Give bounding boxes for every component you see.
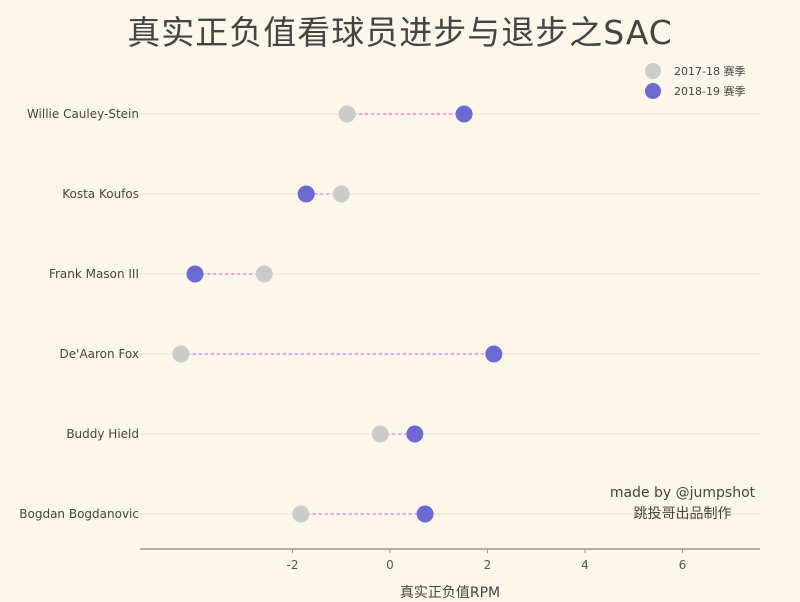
point-2017-18[interactable]: [332, 185, 350, 203]
point-2018-19[interactable]: [297, 185, 315, 203]
point-2017-18[interactable]: [255, 265, 273, 283]
x-tick-label: 0: [386, 558, 394, 572]
point-2018-19[interactable]: [186, 265, 204, 283]
x-tick-label: 4: [581, 558, 589, 572]
y-axis-label: Frank Mason III: [48, 267, 139, 281]
y-axis-label: Buddy Hield: [66, 427, 139, 441]
legend-item-2018-19[interactable]: 2018-19 赛季: [645, 81, 745, 101]
credit-line1: made by @jumpshot: [609, 485, 756, 501]
point-2017-18[interactable]: [371, 425, 389, 443]
legend-item-2017-18[interactable]: 2017-18 赛季: [645, 61, 745, 81]
point-2018-19[interactable]: [416, 505, 434, 523]
y-axis-label: Willie Cauley-Stein: [26, 107, 139, 121]
credit-line2: 跳投哥出品制作: [633, 506, 732, 522]
purple-dot-icon: [645, 83, 661, 99]
chart-title: 真实正负值看球员进步与退步之SAC: [127, 13, 673, 52]
x-tick-label: 6: [678, 558, 687, 572]
point-2017-18[interactable]: [172, 345, 190, 363]
point-2018-19[interactable]: [406, 425, 424, 443]
y-axis-label: Kosta Koufos: [62, 187, 139, 201]
credit: made by @jumpshot 跳投哥出品制作: [600, 483, 765, 525]
x-tick-label: 2: [483, 558, 492, 572]
y-axis-label: De'Aaron Fox: [59, 347, 139, 361]
x-axis-title: 真实正负值RPM: [399, 585, 501, 601]
legend-label: 2018-19 赛季: [674, 85, 746, 98]
point-2018-19[interactable]: [455, 105, 473, 123]
gray-dot-icon: [645, 63, 661, 79]
legend: 2017-18 赛季 2018-19 赛季: [645, 61, 745, 101]
point-2017-18[interactable]: [292, 505, 310, 523]
y-axis-label: Bogdan Bogdanovic: [19, 507, 139, 521]
point-2018-19[interactable]: [485, 345, 503, 363]
legend-label: 2017-18 赛季: [674, 65, 746, 78]
point-2017-18[interactable]: [338, 105, 356, 123]
x-tick-label: -2: [286, 558, 299, 572]
